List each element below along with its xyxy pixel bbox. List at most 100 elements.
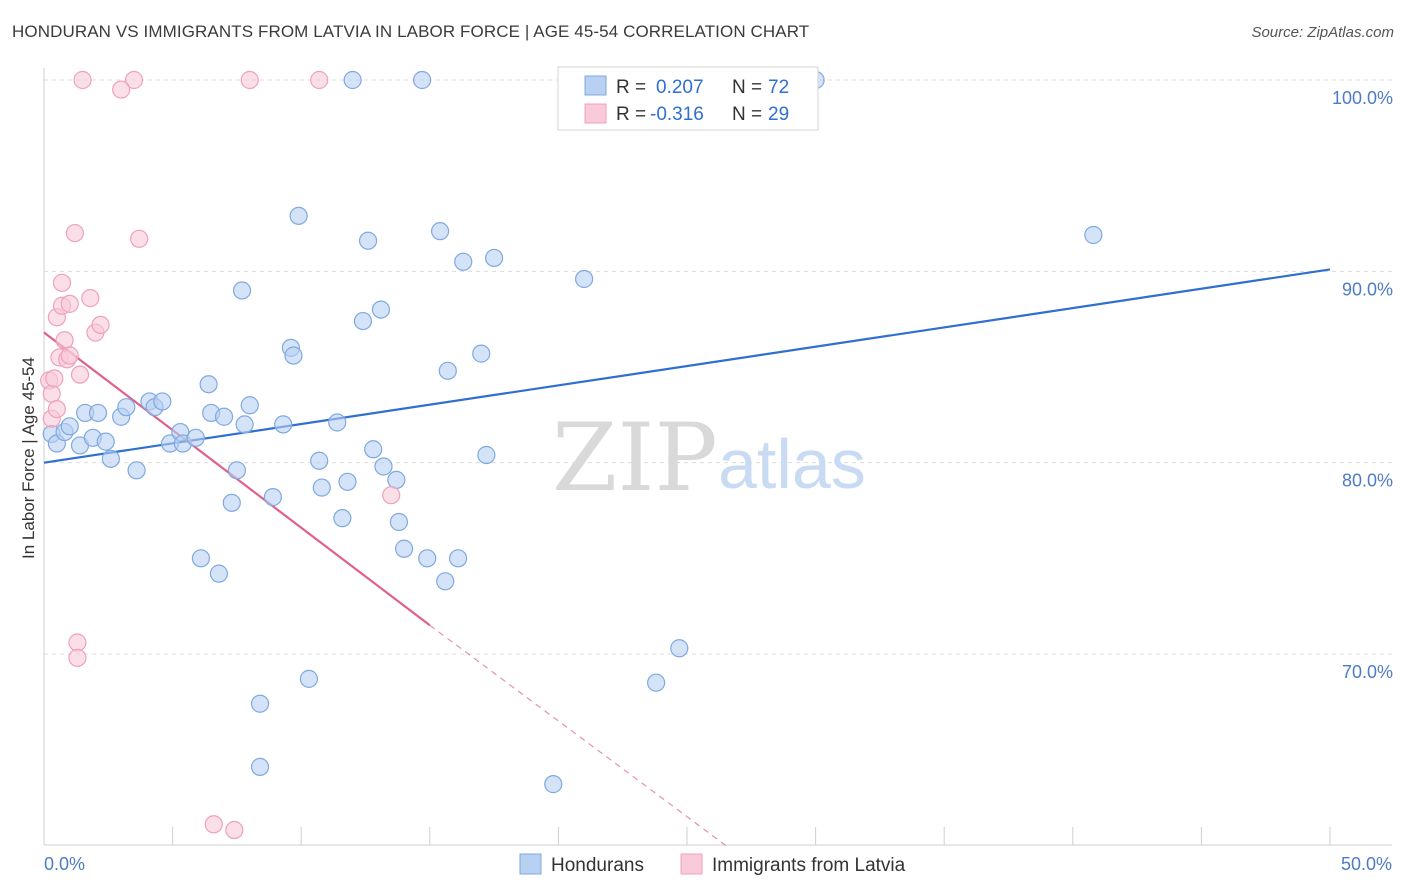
legend-n-value-2: 29 (768, 104, 789, 125)
point-latvia (204, 815, 223, 834)
point-hondurans (430, 222, 450, 241)
point-hondurans (250, 757, 270, 776)
point-hondurans (389, 512, 409, 532)
point-hondurans (485, 248, 504, 268)
point-hondurans (250, 694, 270, 713)
point-latvia (73, 70, 92, 90)
point-latvia (68, 633, 87, 652)
point-hondurans (127, 461, 146, 480)
point-latvia (42, 384, 61, 403)
watermark-zip: ZIP (552, 404, 718, 513)
point-hondurans (232, 281, 252, 300)
bottom-legend-label-latvia: Immigrants from Latvia (712, 855, 906, 876)
bottom-legend-swatch-hondurans (519, 853, 542, 875)
point-latvia (130, 229, 149, 248)
bottom-legend-label-hondurans: Hondurans (551, 855, 644, 876)
point-latvia (112, 80, 131, 99)
point-hondurans (299, 669, 319, 688)
point-hondurans (418, 549, 437, 568)
source-label: Source: ZipAtlas.com (1251, 24, 1394, 41)
bottom-legend: Hondurans Immigrants from Latvia (519, 853, 906, 876)
point-hondurans (88, 403, 108, 423)
point-hondurans (222, 493, 241, 512)
y-tick-labels: 70.0% 80.0% 90.0% 100.0% (1332, 88, 1393, 682)
legend-swatch-latvia (584, 103, 607, 124)
point-hondurans (227, 461, 246, 480)
axes (43, 68, 1392, 846)
point-latvia (60, 294, 79, 313)
point-hondurans (199, 375, 218, 394)
point-latvia (310, 70, 329, 90)
point-hondurans (312, 478, 331, 497)
y-axis-label: In Labor Force | Age 45-54 (19, 357, 38, 559)
y-tick-label: 100.0% (1332, 88, 1393, 108)
point-hondurans (60, 417, 79, 436)
legend-box: R = 0.207 N = 72 R = -0.316 N = 29 (557, 66, 819, 131)
point-hondurans (647, 673, 666, 692)
gridlines (44, 79, 1392, 655)
point-hondurans (101, 449, 120, 468)
legend-r-label-1: R = (616, 77, 646, 98)
legend-r-value-1: 0.207 (656, 77, 704, 98)
point-latvia (52, 273, 72, 292)
trend-line-latvia-extension (429, 624, 726, 846)
point-hondurans (343, 70, 362, 90)
point-latvia (55, 331, 74, 350)
point-hondurans (209, 564, 228, 583)
trend-line-hondurans (43, 268, 1331, 464)
point-latvia (91, 315, 110, 335)
legend-r-label-2: R = (616, 104, 646, 125)
point-hondurans (472, 344, 491, 363)
point-hondurans (289, 206, 308, 225)
point-latvia (240, 70, 259, 90)
point-hondurans (670, 639, 689, 658)
legend-n-label-2: N = (732, 104, 762, 125)
point-latvia (225, 820, 244, 840)
point-latvia (70, 365, 90, 384)
point-latvia (47, 399, 66, 419)
point-hondurans (214, 407, 234, 426)
point-hondurans (412, 70, 432, 90)
y-tick-label: 70.0% (1342, 662, 1393, 682)
point-hondurans (263, 488, 283, 507)
legend-r-value-2: -0.316 (650, 104, 704, 125)
legend-n-value-1: 72 (768, 77, 789, 98)
point-hondurans (575, 269, 594, 289)
point-hondurans (328, 413, 347, 432)
point-hondurans (284, 346, 303, 365)
point-hondurans (333, 509, 352, 528)
y-tick-label: 90.0% (1342, 279, 1393, 299)
point-latvia (124, 70, 144, 90)
point-hondurans (371, 300, 391, 319)
trend-lines (43, 268, 1331, 846)
point-latvia (60, 346, 79, 365)
point-latvia (65, 223, 84, 243)
point-hondurans (438, 361, 457, 380)
chart-title: HONDURAN VS IMMIGRANTS FROM LATVIA IN LA… (12, 22, 810, 41)
point-hondurans (477, 445, 496, 465)
legend-n-label-1: N = (732, 77, 762, 98)
point-hondurans (394, 539, 414, 558)
point-latvia (382, 486, 401, 505)
point-hondurans (353, 311, 373, 331)
x-tick-label-min: 0.0% (44, 854, 85, 874)
point-latvia (45, 369, 64, 388)
point-latvia (68, 648, 87, 667)
y-tick-label: 80.0% (1342, 471, 1393, 491)
point-hondurans (374, 457, 393, 476)
point-hondurans (235, 415, 254, 434)
point-hondurans (96, 432, 115, 451)
point-hondurans (364, 440, 383, 459)
point-latvia (81, 289, 100, 308)
point-hondurans (1084, 225, 1103, 245)
point-hondurans (358, 231, 378, 250)
x-tick-label-max: 50.0% (1341, 854, 1392, 874)
point-hondurans (191, 549, 210, 568)
point-hondurans (310, 451, 329, 470)
point-hondurans (240, 396, 259, 415)
point-hondurans (274, 415, 293, 434)
point-hondurans (153, 392, 172, 411)
point-hondurans (186, 428, 205, 447)
point-hondurans (387, 470, 406, 489)
